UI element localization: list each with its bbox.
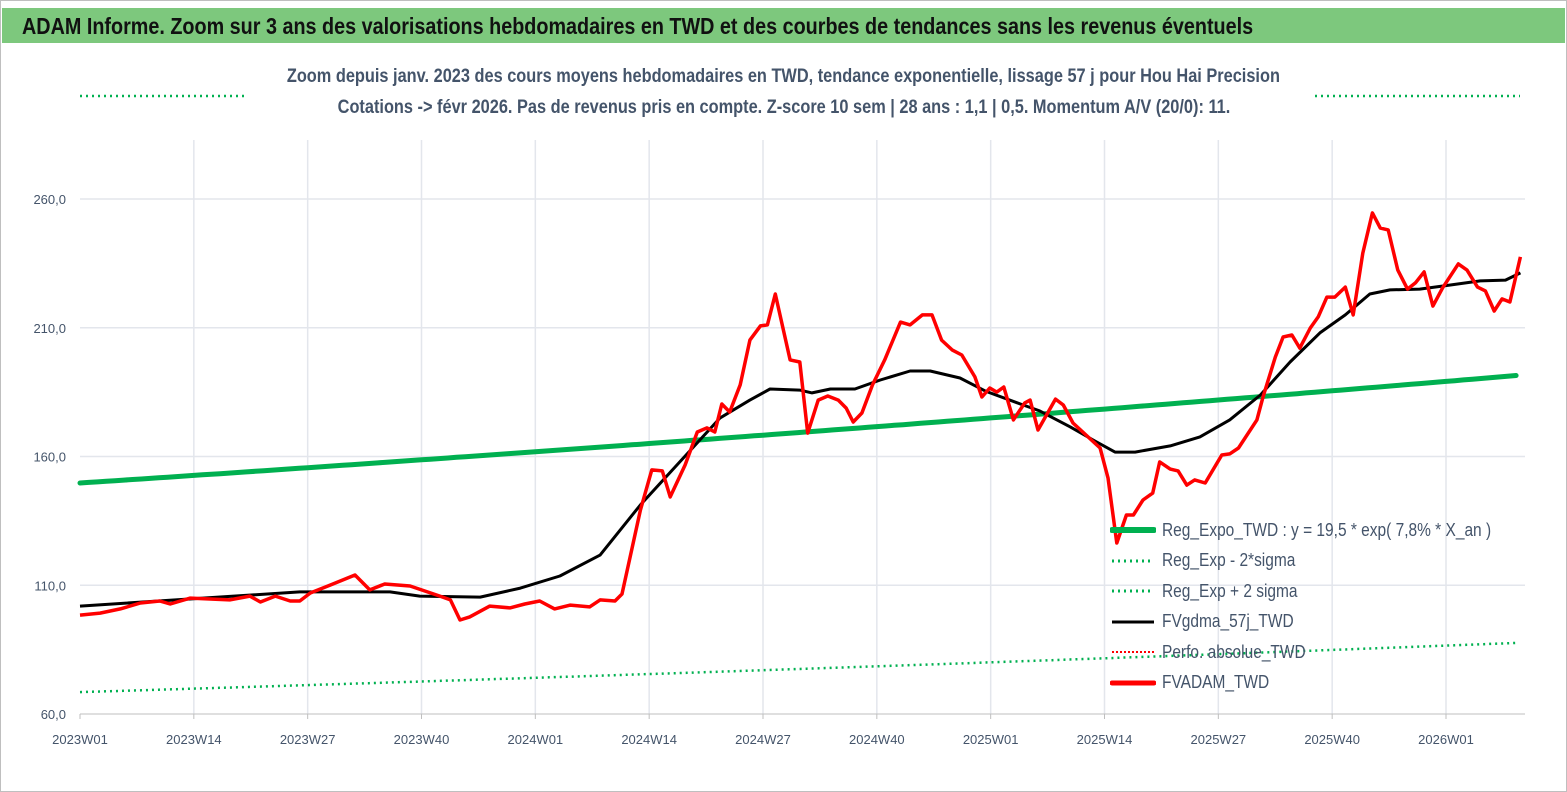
chart-title-line1-text: Zoom depuis janv. 2023 des cours moyens … [286, 66, 1281, 87]
series-fvgdma-57j [79, 271, 1522, 608]
report-title: ADAM Informe. Zoom sur 3 ans des valoris… [22, 13, 1254, 39]
y-tick-label: 160,0 [33, 450, 66, 465]
legend-label: Reg_Expo_TWD : y = 19,5 * exp( 7,8% * X_… [1162, 519, 1492, 540]
legend-swatch-reg-minus [1112, 559, 1154, 563]
x-tick-label: 2023W40 [394, 732, 450, 747]
x-tick-label: 2024W27 [735, 732, 791, 747]
chart-title-line2-text: Cotations -> févr 2026. Pas de revenus p… [337, 97, 1230, 118]
y-tick-label: 110,0 [34, 578, 66, 593]
x-tick-label: 2024W40 [849, 732, 905, 747]
legend-item-adam: FVADAM_TWD [1110, 668, 1545, 699]
legend-swatch-gdma [1112, 620, 1154, 624]
x-tick-label: 2025W01 [963, 732, 1019, 747]
legend-item-reg-minus: Reg_Exp - 2*sigma [1110, 546, 1545, 577]
legend: Reg_Expo_TWD : y = 19,5 * exp( 7,8% * X_… [1110, 515, 1545, 698]
legend-swatch-reg-plus [1112, 589, 1154, 593]
x-tick-label: 2025W40 [1304, 732, 1360, 747]
x-tick-label: 2024W14 [621, 732, 677, 747]
y-tick-label: 60,0 [41, 707, 66, 722]
x-tick-label: 2026W01 [1418, 732, 1474, 747]
legend-item-reg-plus: Reg_Exp + 2 sigma [1110, 576, 1545, 607]
x-tick-label: 2023W27 [280, 732, 336, 747]
y-tick-label: 210,0 [33, 321, 66, 336]
legend-label: FVADAM_TWD [1162, 672, 1270, 693]
legend-label: Perfo. absolue_TWD [1162, 641, 1306, 662]
title-bar: ADAM Informe. Zoom sur 3 ans des valoris… [2, 8, 1565, 43]
legend-swatch-adam [1110, 680, 1156, 686]
legend-item-perfo: Perfo. absolue_TWD [1110, 637, 1545, 668]
x-tick-label: 2023W14 [166, 732, 222, 747]
chart-title-line2: Cotations -> févr 2026. Pas de revenus p… [0, 97, 1567, 119]
legend-swatch-perfo [1112, 651, 1154, 654]
x-tick-label: 2025W27 [1191, 732, 1247, 747]
series-fvadam [79, 211, 1523, 622]
x-tick-label: 2024W01 [508, 732, 564, 747]
x-tick-label: 2025W14 [1077, 732, 1133, 747]
x-tick-label: 2023W01 [52, 732, 108, 747]
legend-item-reg-expo: Reg_Expo_TWD : y = 19,5 * exp( 7,8% * X_… [1110, 515, 1545, 546]
legend-label: FVgdma_57j_TWD [1162, 611, 1294, 632]
legend-label: Reg_Exp + 2 sigma [1162, 580, 1298, 601]
legend-item-gdma: FVgdma_57j_TWD [1110, 607, 1545, 638]
chart-title-line1: Zoom depuis janv. 2023 des cours moyens … [0, 66, 1567, 88]
y-tick-label: 260,0 [33, 192, 66, 207]
series-reg-expo [77, 373, 1519, 486]
legend-swatch-reg-expo [1110, 527, 1156, 534]
legend-label: Reg_Exp - 2*sigma [1162, 550, 1296, 571]
